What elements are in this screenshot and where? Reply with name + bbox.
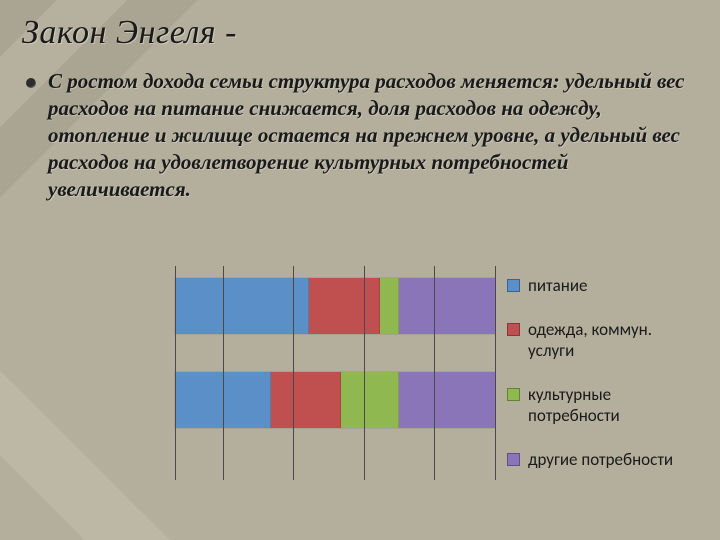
bar-segment-cultural bbox=[341, 372, 399, 428]
legend-label: одежда, коммун. услуги bbox=[528, 320, 688, 361]
chart-gridline bbox=[495, 266, 496, 480]
chart-legend: питание одежда, коммун. услуги культурны… bbox=[507, 270, 692, 520]
chart-gridline bbox=[175, 266, 176, 480]
bar-segment-clothing bbox=[309, 278, 379, 334]
bar-segment-clothing bbox=[271, 372, 341, 428]
bar-segment-food bbox=[175, 278, 309, 334]
legend-swatch bbox=[507, 388, 520, 401]
bullet-row: С ростом дохода семьи структура расходов… bbox=[22, 68, 698, 202]
chart-gridline bbox=[293, 266, 294, 480]
legend-item-other: другие потребности bbox=[507, 450, 692, 470]
legend-label: культурные потребности bbox=[528, 385, 688, 426]
chart-bars bbox=[175, 270, 495, 520]
legend-item-food: питание bbox=[507, 276, 692, 296]
legend-swatch bbox=[507, 279, 520, 292]
chart-gridline bbox=[223, 266, 224, 480]
legend-label: другие потребности bbox=[528, 450, 673, 470]
bar-segment-other bbox=[399, 372, 495, 428]
page-title: Закон Энгеля - bbox=[22, 14, 698, 52]
bar-segment-other bbox=[399, 278, 495, 334]
chart-gridline bbox=[364, 266, 365, 480]
legend-item-clothing: одежда, коммун. услуги bbox=[507, 320, 692, 361]
legend-swatch bbox=[507, 453, 520, 466]
slide: Закон Энгеля - С ростом дохода семьи стр… bbox=[0, 0, 720, 540]
chart-gridline bbox=[434, 266, 435, 480]
body-text: С ростом дохода семьи структура расходов… bbox=[48, 68, 698, 202]
bullet-icon bbox=[26, 78, 36, 88]
legend-swatch bbox=[507, 323, 520, 336]
expense-chart: питание одежда, коммун. услуги культурны… bbox=[175, 270, 695, 520]
legend-item-cultural: культурные потребности bbox=[507, 385, 692, 426]
bar-segment-cultural bbox=[380, 278, 399, 334]
legend-label: питание bbox=[528, 276, 588, 296]
